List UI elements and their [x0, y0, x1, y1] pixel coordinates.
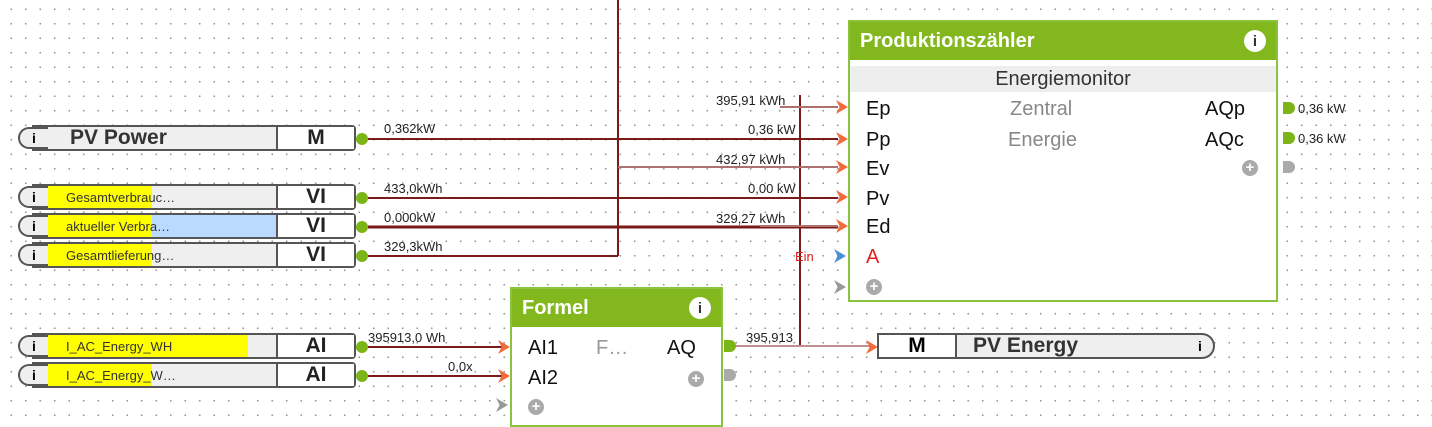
input-value: 395,91 kWh: [716, 93, 786, 108]
input-pin-pv[interactable]: Pv: [866, 188, 890, 210]
formel-block[interactable]: Formel i AI1 AI2 F… AQ + +: [510, 287, 723, 427]
add-output-icon[interactable]: +: [1242, 160, 1258, 176]
wire-value: 0,0x: [448, 359, 473, 374]
input-pin-ep[interactable]: Ep: [866, 98, 891, 120]
output-pin-aqp[interactable]: AQp: [1205, 98, 1246, 120]
input-block-ac-energy-w[interactable]: i I_AC_Energy_W… AI: [18, 362, 356, 388]
wire-value: 329,3kWh: [384, 239, 443, 254]
output-connector[interactable]: [356, 370, 368, 382]
output-connector[interactable]: [724, 340, 736, 352]
wire-value: 0,362kW: [384, 121, 436, 136]
output-pin-aqc[interactable]: AQc: [1205, 129, 1244, 151]
output-connector[interactable]: [356, 341, 368, 353]
input-value: 0,36 kW: [748, 122, 796, 137]
info-icon[interactable]: i: [18, 215, 48, 237]
info-icon[interactable]: i: [1187, 333, 1215, 359]
block-title: Formel: [522, 296, 589, 319]
output-connector[interactable]: [724, 369, 736, 381]
input-pin-ai1[interactable]: AI1: [528, 337, 559, 359]
block-description: Energie: [1008, 129, 1077, 151]
add-output-icon[interactable]: +: [688, 371, 704, 387]
input-block-ac-energy-wh[interactable]: i I_AC_Energy_WH AI: [18, 333, 356, 359]
add-input-icon[interactable]: +: [866, 279, 882, 295]
input-value: 0,00 kW: [748, 181, 796, 196]
wire-value: 0,000kW: [384, 210, 436, 225]
output-value: 0,36 kW: [1298, 101, 1346, 116]
formula-text: F…: [596, 337, 629, 359]
input-pin-ai2[interactable]: AI2: [528, 367, 559, 389]
input-block-gesamtverbrauch[interactable]: i Gesamtverbrauc… VI: [18, 184, 356, 210]
output-connector[interactable]: [1283, 161, 1295, 173]
input-block-aktueller-verbrauch[interactable]: i aktueller Verbra… VI: [18, 213, 356, 239]
info-icon[interactable]: i: [18, 186, 48, 208]
input-value: 329,27 kWh: [716, 211, 786, 226]
input-block-gesamtlieferung[interactable]: i Gesamtlieferung… VI: [18, 242, 356, 268]
input-pin-ed[interactable]: Ed: [866, 216, 891, 238]
block-subtitle: Energiemonitor: [850, 66, 1276, 92]
output-connector[interactable]: [356, 221, 368, 233]
info-icon[interactable]: i: [18, 335, 48, 357]
input-value: 432,97 kWh: [716, 152, 786, 167]
output-value: 395,913: [746, 330, 793, 345]
input-pin-a[interactable]: A: [866, 246, 880, 268]
output-connector[interactable]: [356, 133, 368, 145]
input-value: Ein: [795, 249, 814, 264]
input-pin-pp[interactable]: Pp: [866, 129, 891, 151]
output-connector[interactable]: [356, 250, 368, 262]
wire-value: 395913,0 Wh: [368, 330, 446, 345]
info-icon[interactable]: i: [18, 127, 48, 149]
output-pin-aq[interactable]: AQ: [667, 337, 696, 359]
output-connector[interactable]: [356, 192, 368, 204]
wire-value: 433,0kWh: [384, 181, 443, 196]
output-block-pv-energy[interactable]: M PV Energy: [877, 333, 1201, 359]
info-icon[interactable]: i: [689, 297, 711, 319]
output-value: 0,36 kW: [1298, 131, 1346, 146]
output-connector[interactable]: [1283, 132, 1295, 144]
energiemonitor-block[interactable]: Produktionszähler i Energiemonitor Zentra…: [848, 20, 1278, 302]
info-icon[interactable]: i: [1244, 30, 1266, 52]
block-title: Produktionszähler: [860, 29, 1035, 52]
input-pin-ev[interactable]: Ev: [866, 158, 890, 180]
add-input-icon[interactable]: +: [528, 399, 544, 415]
input-block-pv-power[interactable]: i PV Power M: [18, 125, 356, 151]
info-icon[interactable]: i: [18, 364, 48, 386]
block-description: Zentral: [1010, 98, 1073, 120]
output-connector[interactable]: [1283, 102, 1295, 114]
info-icon[interactable]: i: [18, 244, 48, 266]
